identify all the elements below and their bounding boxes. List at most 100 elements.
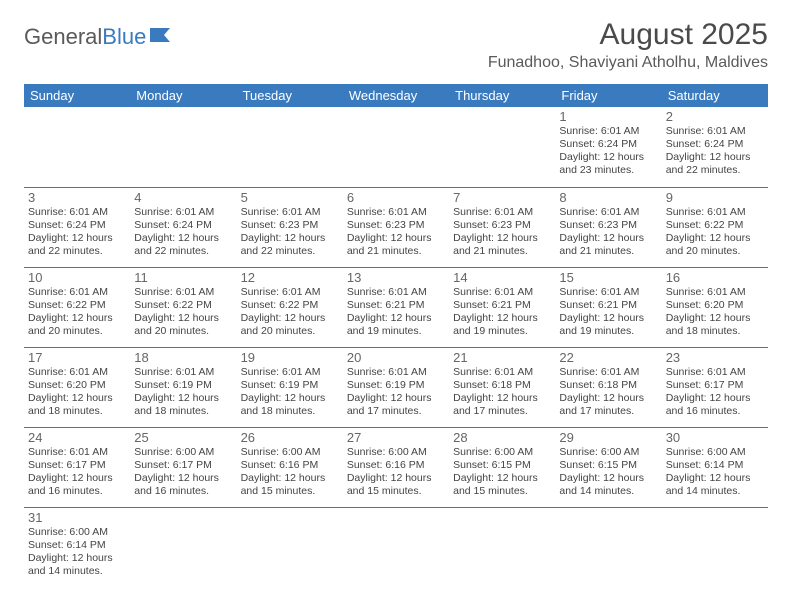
calendar-cell: 25Sunrise: 6:00 AMSunset: 6:17 PMDayligh…	[130, 427, 236, 507]
daylight-text: Daylight: 12 hours and 16 minutes.	[28, 472, 126, 498]
day-header: Saturday	[662, 84, 768, 107]
sunset-text: Sunset: 6:24 PM	[28, 219, 126, 232]
calendar-cell: 4Sunrise: 6:01 AMSunset: 6:24 PMDaylight…	[130, 187, 236, 267]
calendar-cell: 9Sunrise: 6:01 AMSunset: 6:22 PMDaylight…	[662, 187, 768, 267]
daylight-text: Daylight: 12 hours and 20 minutes.	[241, 312, 339, 338]
calendar-cell	[662, 507, 768, 587]
day-number: 20	[347, 350, 445, 365]
sunset-text: Sunset: 6:23 PM	[453, 219, 551, 232]
daylight-text: Daylight: 12 hours and 21 minutes.	[559, 232, 657, 258]
day-number: 21	[453, 350, 551, 365]
sunrise-text: Sunrise: 6:01 AM	[453, 206, 551, 219]
sunset-text: Sunset: 6:20 PM	[666, 299, 764, 312]
calendar-cell: 6Sunrise: 6:01 AMSunset: 6:23 PMDaylight…	[343, 187, 449, 267]
day-info: Sunrise: 6:01 AMSunset: 6:19 PMDaylight:…	[134, 366, 232, 419]
calendar-cell: 2Sunrise: 6:01 AMSunset: 6:24 PMDaylight…	[662, 107, 768, 187]
sunset-text: Sunset: 6:17 PM	[666, 379, 764, 392]
sunset-text: Sunset: 6:21 PM	[453, 299, 551, 312]
sunset-text: Sunset: 6:18 PM	[453, 379, 551, 392]
calendar-cell: 5Sunrise: 6:01 AMSunset: 6:23 PMDaylight…	[237, 187, 343, 267]
sunrise-text: Sunrise: 6:00 AM	[559, 446, 657, 459]
day-header: Wednesday	[343, 84, 449, 107]
day-info: Sunrise: 6:00 AMSunset: 6:17 PMDaylight:…	[134, 446, 232, 499]
sunrise-text: Sunrise: 6:01 AM	[347, 366, 445, 379]
calendar-cell: 14Sunrise: 6:01 AMSunset: 6:21 PMDayligh…	[449, 267, 555, 347]
day-number: 26	[241, 430, 339, 445]
sunrise-text: Sunrise: 6:01 AM	[241, 366, 339, 379]
sunrise-text: Sunrise: 6:01 AM	[28, 206, 126, 219]
day-number: 16	[666, 270, 764, 285]
sunset-text: Sunset: 6:18 PM	[559, 379, 657, 392]
daylight-text: Daylight: 12 hours and 22 minutes.	[666, 151, 764, 177]
page-header: GeneralBlue August 2025 Funadhoo, Shaviy…	[24, 18, 768, 72]
day-info: Sunrise: 6:00 AMSunset: 6:14 PMDaylight:…	[28, 526, 126, 579]
logo-text-2: Blue	[102, 24, 146, 50]
calendar-cell: 17Sunrise: 6:01 AMSunset: 6:20 PMDayligh…	[24, 347, 130, 427]
day-number: 15	[559, 270, 657, 285]
day-number: 14	[453, 270, 551, 285]
day-number: 13	[347, 270, 445, 285]
sunset-text: Sunset: 6:16 PM	[241, 459, 339, 472]
day-info: Sunrise: 6:01 AMSunset: 6:24 PMDaylight:…	[28, 206, 126, 259]
day-number: 24	[28, 430, 126, 445]
sunrise-text: Sunrise: 6:01 AM	[666, 206, 764, 219]
sunset-text: Sunset: 6:21 PM	[559, 299, 657, 312]
sunrise-text: Sunrise: 6:01 AM	[559, 366, 657, 379]
day-number: 10	[28, 270, 126, 285]
calendar-cell	[237, 507, 343, 587]
daylight-text: Daylight: 12 hours and 20 minutes.	[28, 312, 126, 338]
sunset-text: Sunset: 6:23 PM	[347, 219, 445, 232]
sunset-text: Sunset: 6:19 PM	[347, 379, 445, 392]
calendar-cell: 22Sunrise: 6:01 AMSunset: 6:18 PMDayligh…	[555, 347, 661, 427]
sunrise-text: Sunrise: 6:01 AM	[453, 366, 551, 379]
sunset-text: Sunset: 6:14 PM	[666, 459, 764, 472]
calendar-cell: 21Sunrise: 6:01 AMSunset: 6:18 PMDayligh…	[449, 347, 555, 427]
day-number: 30	[666, 430, 764, 445]
day-info: Sunrise: 6:00 AMSunset: 6:14 PMDaylight:…	[666, 446, 764, 499]
daylight-text: Daylight: 12 hours and 19 minutes.	[559, 312, 657, 338]
sunrise-text: Sunrise: 6:01 AM	[241, 286, 339, 299]
sunset-text: Sunset: 6:22 PM	[241, 299, 339, 312]
calendar-cell: 23Sunrise: 6:01 AMSunset: 6:17 PMDayligh…	[662, 347, 768, 427]
sunset-text: Sunset: 6:22 PM	[134, 299, 232, 312]
day-info: Sunrise: 6:01 AMSunset: 6:22 PMDaylight:…	[666, 206, 764, 259]
sunrise-text: Sunrise: 6:01 AM	[559, 286, 657, 299]
sunrise-text: Sunrise: 6:01 AM	[666, 125, 764, 138]
day-info: Sunrise: 6:01 AMSunset: 6:19 PMDaylight:…	[241, 366, 339, 419]
day-number: 2	[666, 109, 764, 124]
day-info: Sunrise: 6:01 AMSunset: 6:22 PMDaylight:…	[241, 286, 339, 339]
sunset-text: Sunset: 6:23 PM	[241, 219, 339, 232]
day-info: Sunrise: 6:01 AMSunset: 6:20 PMDaylight:…	[666, 286, 764, 339]
calendar-cell: 13Sunrise: 6:01 AMSunset: 6:21 PMDayligh…	[343, 267, 449, 347]
calendar-cell	[130, 507, 236, 587]
daylight-text: Daylight: 12 hours and 16 minutes.	[134, 472, 232, 498]
day-info: Sunrise: 6:01 AMSunset: 6:19 PMDaylight:…	[347, 366, 445, 419]
calendar-cell	[237, 107, 343, 187]
day-info: Sunrise: 6:01 AMSunset: 6:17 PMDaylight:…	[28, 446, 126, 499]
sunrise-text: Sunrise: 6:00 AM	[134, 446, 232, 459]
daylight-text: Daylight: 12 hours and 17 minutes.	[453, 392, 551, 418]
calendar-cell: 15Sunrise: 6:01 AMSunset: 6:21 PMDayligh…	[555, 267, 661, 347]
sunrise-text: Sunrise: 6:01 AM	[134, 366, 232, 379]
daylight-text: Daylight: 12 hours and 22 minutes.	[28, 232, 126, 258]
sunset-text: Sunset: 6:21 PM	[347, 299, 445, 312]
day-info: Sunrise: 6:01 AMSunset: 6:24 PMDaylight:…	[666, 125, 764, 178]
calendar-cell: 16Sunrise: 6:01 AMSunset: 6:20 PMDayligh…	[662, 267, 768, 347]
daylight-text: Daylight: 12 hours and 23 minutes.	[559, 151, 657, 177]
day-info: Sunrise: 6:00 AMSunset: 6:15 PMDaylight:…	[559, 446, 657, 499]
day-number: 17	[28, 350, 126, 365]
calendar-cell: 24Sunrise: 6:01 AMSunset: 6:17 PMDayligh…	[24, 427, 130, 507]
sunset-text: Sunset: 6:22 PM	[28, 299, 126, 312]
day-info: Sunrise: 6:01 AMSunset: 6:23 PMDaylight:…	[241, 206, 339, 259]
day-info: Sunrise: 6:01 AMSunset: 6:21 PMDaylight:…	[453, 286, 551, 339]
calendar-cell	[449, 107, 555, 187]
sunset-text: Sunset: 6:17 PM	[28, 459, 126, 472]
daylight-text: Daylight: 12 hours and 20 minutes.	[134, 312, 232, 338]
logo-text-1: General	[24, 24, 102, 50]
day-header: Monday	[130, 84, 236, 107]
day-number: 6	[347, 190, 445, 205]
daylight-text: Daylight: 12 hours and 19 minutes.	[453, 312, 551, 338]
sunset-text: Sunset: 6:24 PM	[559, 138, 657, 151]
calendar-cell	[343, 107, 449, 187]
calendar-cell: 10Sunrise: 6:01 AMSunset: 6:22 PMDayligh…	[24, 267, 130, 347]
